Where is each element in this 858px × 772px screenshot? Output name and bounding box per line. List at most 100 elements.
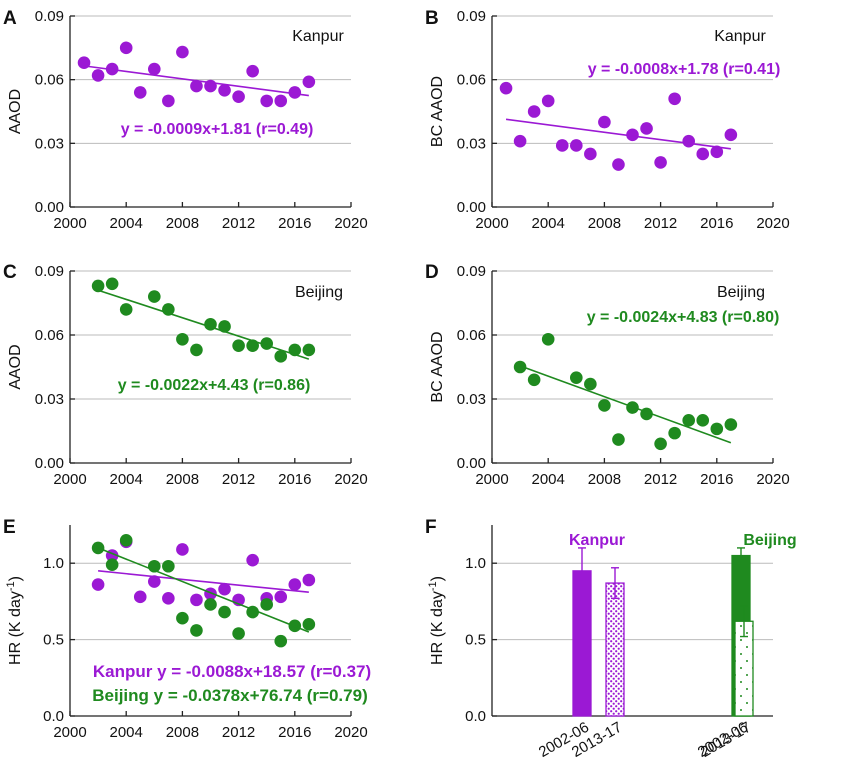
data-point bbox=[640, 122, 653, 135]
data-point bbox=[710, 145, 724, 159]
y-tick-label: 0.06 bbox=[457, 72, 486, 89]
fit-equation: y = -0.0022x+4.43 (r=0.86) bbox=[118, 377, 311, 394]
y-axis-label-text: HR (K day bbox=[7, 591, 24, 665]
city-label: Kanpur bbox=[714, 28, 766, 45]
panel-label: A bbox=[3, 8, 17, 29]
y-axis-label: HR (K day-1) bbox=[5, 576, 24, 665]
x-tick-label: 2004 bbox=[532, 471, 565, 488]
data-point bbox=[288, 578, 302, 591]
data-point bbox=[232, 627, 245, 640]
x-tick-label: 2000 bbox=[53, 724, 86, 741]
data-point bbox=[696, 147, 710, 161]
series-beijing: y = -0.0024x+4.83 (r=0.80) bbox=[513, 309, 780, 451]
x-tick-label: 2016 bbox=[700, 471, 733, 488]
x-tick-label: 2000 bbox=[475, 471, 508, 488]
fit-equation: Kanpur y = -0.0088x+18.57 (r=0.37) bbox=[93, 662, 371, 681]
x-tick-label: 2016 bbox=[278, 724, 311, 741]
data-point bbox=[190, 593, 203, 607]
data-point bbox=[133, 590, 147, 604]
panel-F: 0.0 0.5 1.0 HR (K day-1) F 2002-062013-17Kanp… bbox=[425, 517, 797, 761]
data-point bbox=[162, 559, 175, 573]
y-axis-label: HR (K day-1) bbox=[427, 576, 446, 665]
group-label: Beijing bbox=[743, 532, 796, 549]
data-point bbox=[91, 578, 105, 591]
data-point bbox=[710, 422, 724, 436]
data-point bbox=[176, 611, 189, 625]
data-point bbox=[176, 543, 189, 556]
x-tick-label: 2000 bbox=[53, 215, 86, 232]
data-point bbox=[541, 94, 555, 108]
panel-label: C bbox=[3, 262, 17, 283]
city-label: Kanpur bbox=[292, 28, 344, 45]
x-tick-label: 2004 bbox=[110, 215, 143, 232]
data-point bbox=[162, 592, 175, 605]
series-beijing: Beijing y = -0.0378x+76.74 (r=0.79) bbox=[91, 533, 368, 705]
data-point bbox=[204, 587, 217, 601]
data-point bbox=[260, 598, 274, 611]
y-axis-label-text: BC AAOD bbox=[429, 76, 446, 147]
y-axis-label-suffix: ) bbox=[7, 576, 24, 581]
x-tick-label: 2000 bbox=[53, 471, 86, 488]
data-point bbox=[274, 634, 288, 648]
series-kanpur: Kanpur y = -0.0088x+18.57 (r=0.37) bbox=[91, 535, 371, 681]
x-tick-label: 2012 bbox=[644, 215, 677, 232]
y-tick-label: 0.00 bbox=[457, 455, 486, 472]
series-beijing: y = -0.0022x+4.43 (r=0.86) bbox=[91, 277, 316, 394]
data-point bbox=[190, 79, 203, 93]
data-point bbox=[570, 371, 583, 384]
data-point bbox=[527, 373, 541, 387]
x-tick-label: 2012 bbox=[222, 471, 255, 488]
y-axis-label: AAOD bbox=[7, 344, 24, 389]
y-axis-label-text: AAOD bbox=[7, 89, 24, 134]
x-tick-label: 2012 bbox=[644, 471, 677, 488]
data-point bbox=[105, 558, 119, 572]
data-point bbox=[274, 590, 288, 604]
series-kanpur: y = -0.0009x+1.81 (r=0.49) bbox=[77, 41, 316, 138]
data-point bbox=[612, 433, 625, 446]
data-point bbox=[218, 582, 231, 596]
panel-B: 0.00 0.03 0.06 0.09 2000 2004 2008 2012 2016 2020… bbox=[425, 8, 790, 232]
data-point bbox=[260, 94, 274, 108]
y-tick-label: 0.5 bbox=[43, 632, 64, 649]
panel-D: 0.00 0.03 0.06 0.09 2000 2004 2008 2012 2016 2020… bbox=[425, 262, 790, 488]
data-point bbox=[148, 62, 161, 76]
x-tick-label: 2008 bbox=[166, 724, 199, 741]
y-tick-label: 0.06 bbox=[35, 327, 64, 344]
data-point bbox=[302, 75, 316, 89]
data-point bbox=[176, 332, 189, 346]
x-tick-label: 2016 bbox=[700, 215, 733, 232]
fit-equation: y = -0.0024x+4.83 (r=0.80) bbox=[587, 309, 780, 326]
data-point bbox=[570, 139, 583, 152]
data-point bbox=[527, 105, 541, 118]
y-tick-label: 0.00 bbox=[35, 455, 64, 472]
data-point bbox=[302, 343, 316, 357]
y-tick-label: 0.03 bbox=[35, 135, 64, 152]
y-tick-label: 0.0 bbox=[465, 708, 486, 725]
y-axis-label: BC AAOD bbox=[429, 76, 446, 147]
data-point bbox=[541, 332, 555, 346]
data-point bbox=[626, 128, 639, 142]
data-point bbox=[232, 90, 245, 103]
x-tick-label: 2020 bbox=[756, 215, 789, 232]
data-point bbox=[555, 139, 569, 152]
x-tick-label: 2004 bbox=[110, 724, 143, 741]
data-point bbox=[105, 277, 119, 291]
y-tick-label: 0.06 bbox=[35, 72, 64, 89]
y-tick-label: 0.03 bbox=[457, 135, 486, 152]
data-point bbox=[598, 399, 611, 412]
x-tick-label: 2012 bbox=[222, 215, 255, 232]
data-point bbox=[232, 339, 245, 352]
data-point bbox=[204, 598, 217, 611]
fit-equation: y = -0.0009x+1.81 (r=0.49) bbox=[121, 121, 314, 138]
data-point bbox=[274, 350, 288, 363]
data-point bbox=[668, 426, 681, 440]
data-point bbox=[724, 418, 738, 431]
data-point bbox=[654, 156, 667, 169]
data-point bbox=[302, 618, 316, 631]
y-tick-label: 0.03 bbox=[35, 391, 64, 408]
fit-line bbox=[505, 118, 731, 150]
y-tick-label: 0.0 bbox=[43, 708, 64, 725]
fit-line bbox=[83, 65, 309, 97]
fit-line bbox=[97, 289, 310, 360]
